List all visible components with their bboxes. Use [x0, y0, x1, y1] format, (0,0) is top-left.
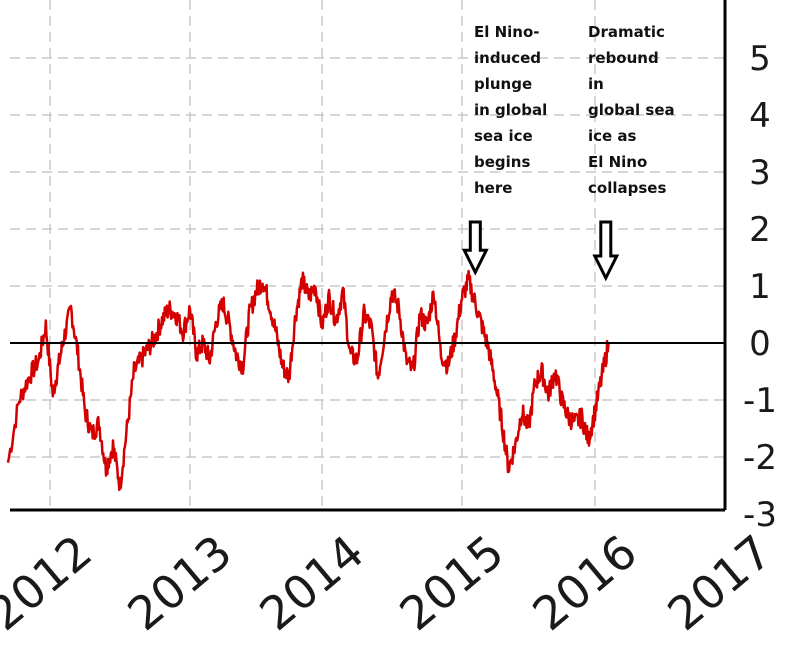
y-axis-ticks: -3 -2 -1 0 1 2 3 4 5	[743, 39, 777, 535]
x-tick-label: 2013	[118, 524, 242, 641]
y-tick-label: -2	[743, 438, 777, 478]
annotation-line: ice as	[588, 127, 637, 145]
annotation-line: in	[588, 75, 604, 93]
x-axis-ticks: 2012 2013 2014 2015 2016 2017	[0, 524, 782, 641]
x-tick-label: 2015	[390, 524, 514, 641]
annotation-line: El Nino	[588, 153, 647, 171]
y-tick-label: 4	[749, 96, 771, 136]
x-tick-label: 2017	[658, 524, 782, 641]
down-arrow-icon	[592, 220, 620, 282]
annotation-line: here	[474, 179, 512, 197]
y-tick-label: -1	[743, 381, 777, 421]
y-tick-label: 1	[749, 267, 771, 307]
annotation-line: rebound	[588, 49, 659, 67]
annotation-line: global sea	[588, 101, 675, 119]
annotation-line: collapses	[588, 179, 666, 197]
down-arrow-icon	[461, 220, 489, 276]
annotation-line: induced	[474, 49, 541, 67]
annotation-line: sea ice	[474, 127, 533, 145]
x-tick-label: 2014	[250, 524, 374, 641]
annotation: El Nino-induced plunge in global sea ice beg…	[461, 23, 547, 276]
annotation: Dramatic rebound in global sea ice as El Nino…	[588, 23, 675, 282]
x-tick-label: 2016	[523, 524, 647, 641]
y-tick-label: 0	[749, 324, 771, 364]
sea-ice-anomaly-line	[6, 269, 610, 492]
annotation-line: begins	[474, 153, 530, 171]
annotation-line: Dramatic	[588, 23, 665, 41]
y-tick-label: -3	[743, 495, 777, 535]
y-tick-label: 2	[749, 210, 771, 250]
x-tick-label: 2012	[0, 524, 102, 641]
annotation-line: in global	[474, 101, 547, 119]
y-tick-label: 3	[749, 153, 771, 193]
annotation-line: plunge	[474, 75, 532, 93]
annotation-line: El Nino-	[474, 23, 540, 41]
annotations: El Nino-induced plunge in global sea ice beg…	[461, 23, 675, 282]
y-tick-label: 5	[749, 39, 771, 79]
